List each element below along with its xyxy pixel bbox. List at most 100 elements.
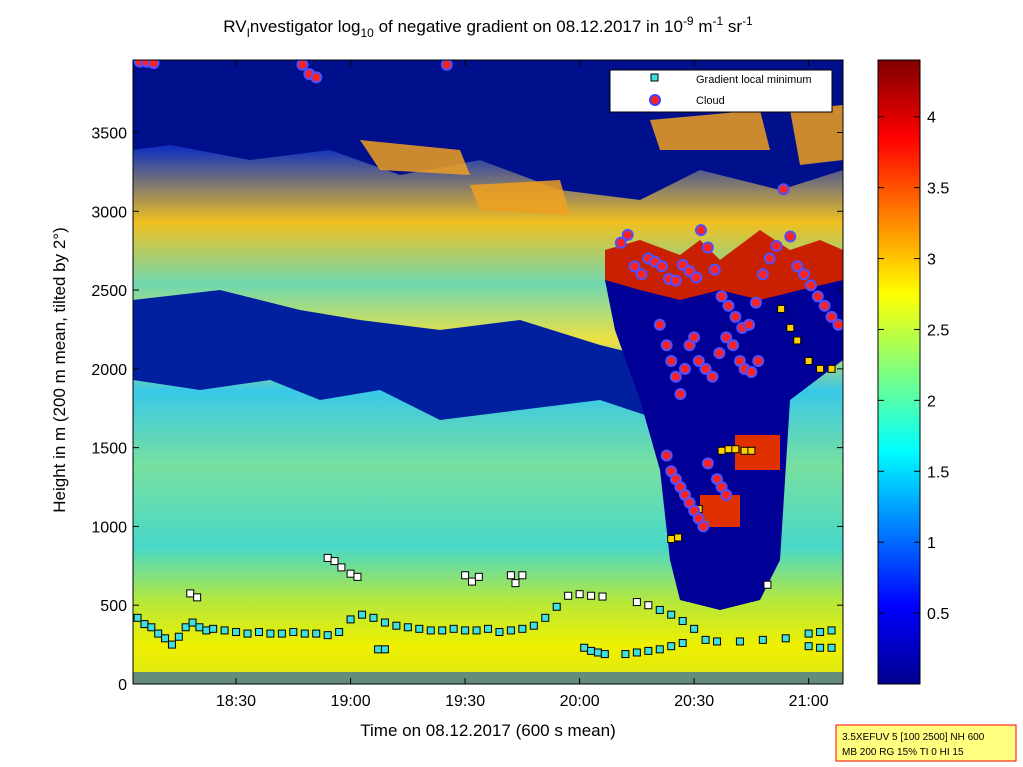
cloud-point — [745, 366, 758, 378]
gradient-minimum-point — [816, 628, 825, 636]
cloud-point — [713, 347, 726, 360]
gradient-minimum-point — [193, 593, 202, 602]
cloud-point — [695, 224, 707, 237]
legend: Gradient local minimum Cloud — [609, 69, 833, 113]
gradient-minimum-point — [484, 624, 492, 633]
gradient-minimum-point — [593, 648, 602, 657]
y-tick-label: 3000 — [91, 204, 127, 221]
cloud-point — [784, 230, 797, 243]
gradient-minimum-point — [161, 634, 170, 643]
colorbar-tick-label: 4 — [927, 110, 936, 127]
colorbar-tick-label: 2 — [927, 393, 936, 410]
x-axis-label: Time on 08.12.2017 (600 s mean) — [360, 721, 615, 740]
gradient-minimum-point — [369, 613, 378, 622]
cloud-point — [678, 362, 691, 375]
x-tick-label: 20:00 — [560, 693, 600, 710]
cloud-point — [660, 449, 673, 462]
cloud-point — [798, 268, 811, 281]
cloud-point — [147, 60, 160, 70]
gradient-minimum-point — [474, 572, 483, 581]
cloud-point — [743, 318, 756, 331]
x-tick-label: 19:30 — [445, 693, 485, 710]
colorbar-gradient — [877, 59, 921, 685]
gradient-minimum-point — [827, 643, 836, 652]
gradient-minimum-point — [758, 635, 767, 644]
gradient-minimum-point — [587, 646, 596, 655]
colorbar-tick-label: 0.5 — [927, 606, 949, 623]
cloud-point — [701, 457, 714, 470]
heatmap-band-orange-high — [360, 105, 843, 215]
gradient-minimum-point — [580, 643, 589, 652]
y-tick-label: 0 — [118, 677, 127, 694]
colorbar-ticks: 0.5 1 1.5 2 2.5 3 3.5 4 — [878, 110, 949, 623]
gradient-minimum-point — [426, 626, 435, 635]
gradient-minimum-point — [518, 624, 527, 633]
gradient-minimum-point — [140, 620, 149, 629]
heatmap-field — [133, 60, 843, 684]
colorbar: 0.5 1 1.5 2 2.5 3 3.5 4 — [877, 59, 949, 685]
gradient-minimum-point — [827, 626, 836, 635]
info-box-line1: 3.5XEFUV 5 [100 2500] NH 600 — [842, 732, 985, 743]
cloud-point — [440, 60, 453, 71]
gradient-minimum-point — [763, 580, 772, 589]
gradient-minimum-point — [701, 635, 710, 644]
gradient-minimum-point — [827, 364, 836, 373]
gradient-minimum-point — [312, 629, 321, 638]
y-tick-label: 500 — [100, 598, 127, 615]
gradient-minimum-point — [188, 618, 197, 627]
y-axis-label: Height in m (200 m mean, tilted by 2°) — [50, 227, 69, 513]
gradient-minimum-point — [600, 650, 609, 659]
cloud-point — [621, 228, 634, 241]
gradient-minimum-point — [461, 571, 470, 580]
gradient-minimum-point — [781, 634, 790, 643]
cloud-point — [706, 370, 719, 383]
gradient-minimum-point — [335, 628, 344, 636]
chart-title: RVInvestigator log10 of negative gradien… — [223, 14, 753, 40]
gradient-minimum-point — [449, 624, 458, 633]
cloud-point — [722, 299, 735, 312]
gradient-minimum-point — [154, 629, 163, 638]
gradient-minimum-point — [232, 628, 241, 636]
gradient-minimum-point — [804, 356, 813, 365]
gradient-minimum-point — [690, 624, 699, 633]
gradient-minimum-point — [438, 626, 447, 635]
gradient-minimum-point — [678, 639, 687, 648]
info-box-line2: MB 200 RG 15% TI 0 HI 15 — [842, 747, 964, 758]
cloud-point — [727, 339, 740, 352]
y-tick-label: 2500 — [91, 283, 127, 300]
gradient-minimum-point — [174, 632, 183, 641]
cloud-point — [825, 310, 838, 323]
y-axis: 0 500 1000 1500 2000 2500 3000 3500 — [91, 125, 843, 694]
heatmap-bottom-edge — [133, 672, 843, 684]
cloud-point — [752, 354, 765, 367]
gradient-minimum-point — [243, 629, 252, 638]
gradient-minimum-point — [644, 646, 653, 655]
gradient-minimum-point — [740, 446, 749, 455]
cloud-point — [777, 183, 790, 196]
colorbar-tick-label: 3.5 — [927, 181, 949, 198]
gradient-minimum-point — [254, 628, 263, 636]
gradient-minimum-point — [724, 445, 733, 454]
gradient-minimum-point — [346, 615, 355, 624]
gradient-minimum-point — [300, 629, 309, 638]
gradient-minimum-point — [181, 623, 190, 632]
cloud-point — [708, 263, 721, 276]
gradient-minimum-point — [804, 642, 813, 651]
series-layer — [133, 60, 843, 659]
gradient-minimum-point — [289, 628, 298, 636]
cloud-point — [729, 310, 742, 323]
gradient-minimum-point — [644, 601, 653, 610]
gradient-minimum-point — [147, 623, 156, 632]
cloud-point — [832, 318, 843, 331]
x-tick-label: 21:00 — [789, 693, 829, 710]
gradient-minimum-point — [632, 598, 641, 607]
gradient-minimum-point — [587, 591, 596, 600]
gradient-minimum-point — [804, 629, 813, 638]
gradient-minimum-point — [380, 645, 389, 654]
gradient-minimum-point — [461, 626, 470, 635]
y-tick-label: 1000 — [91, 519, 127, 536]
cloud-point — [688, 331, 701, 344]
gradient-minimum-point — [358, 610, 367, 619]
gradient-minimum-point — [777, 304, 786, 313]
